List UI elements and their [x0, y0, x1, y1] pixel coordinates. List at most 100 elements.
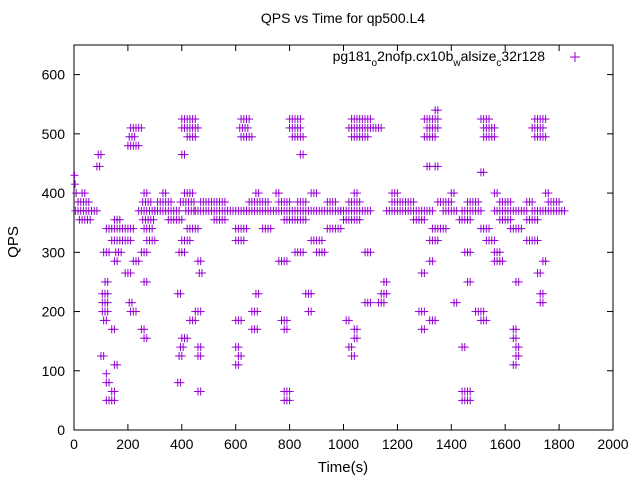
data-point: [555, 197, 564, 206]
y-tick-label: 500: [42, 126, 66, 142]
data-point: [479, 168, 488, 177]
data-point: [482, 316, 491, 325]
data-point: [177, 215, 186, 224]
x-tick-label: 1600: [490, 436, 521, 452]
data-point: [282, 325, 291, 334]
data-point: [239, 236, 248, 245]
data-point: [150, 236, 159, 245]
data-point: [95, 162, 104, 171]
data-point: [317, 236, 326, 245]
data-point: [441, 224, 450, 233]
data-point: [366, 206, 375, 215]
data-point: [307, 307, 316, 316]
data-point: [514, 277, 523, 286]
y-axis-title: QPS: [5, 226, 22, 258]
data-point: [514, 351, 523, 360]
data-point: [196, 387, 205, 396]
data-point: [137, 123, 146, 132]
data-point: [142, 277, 151, 286]
data-point: [103, 307, 112, 316]
data-point: [126, 269, 135, 278]
data-point: [80, 189, 89, 198]
data-point: [382, 289, 391, 298]
chart-title: QPS vs Time for qp500.L4: [261, 10, 425, 26]
x-tick-label: 800: [278, 436, 302, 452]
data-point: [428, 206, 437, 215]
data-point: [254, 189, 263, 198]
data-point: [234, 343, 243, 352]
data-point: [142, 248, 151, 257]
data-point: [189, 197, 198, 206]
data-point: [350, 351, 359, 360]
data-point: [363, 132, 372, 141]
data-point: [493, 189, 502, 198]
data-point: [245, 115, 254, 124]
data-point: [352, 189, 361, 198]
data-point: [498, 257, 507, 266]
data-point: [274, 189, 283, 198]
data-point: [99, 351, 108, 360]
x-tick-label: 1400: [436, 436, 467, 452]
data-point: [113, 360, 122, 369]
data-point: [541, 132, 550, 141]
data-point: [126, 236, 135, 245]
data-point: [431, 132, 440, 141]
data-point: [433, 123, 442, 132]
data-point: [176, 289, 185, 298]
data-point: [196, 351, 205, 360]
data-point: [366, 248, 375, 257]
data-point: [191, 115, 200, 124]
data-point: [113, 257, 122, 266]
data-point: [506, 197, 515, 206]
data-point: [541, 257, 550, 266]
data-point: [84, 197, 93, 206]
data-point: [433, 115, 442, 124]
data-point: [299, 150, 308, 159]
data-point: [282, 257, 291, 266]
data-point: [538, 298, 547, 307]
data-point: [242, 224, 251, 233]
data-point: [247, 132, 256, 141]
data-point: [409, 197, 418, 206]
data-point: [142, 334, 151, 343]
data-point: [336, 224, 345, 233]
data-point: [105, 378, 114, 387]
data-point: [355, 215, 364, 224]
data-point: [196, 343, 205, 352]
data-point: [142, 189, 151, 198]
data-point: [285, 396, 294, 405]
data-point: [452, 298, 461, 307]
data-point: [110, 396, 119, 405]
data-point: [433, 106, 442, 115]
data-point: [382, 277, 391, 286]
legend-series-label: pg181o2nofp.cx10bwalsizec32r128: [333, 48, 546, 69]
data-point: [191, 316, 200, 325]
data-point: [541, 115, 550, 124]
data-point: [96, 150, 105, 159]
data-point: [134, 257, 143, 266]
data-point: [92, 206, 101, 215]
data-point: [299, 248, 308, 257]
data-point: [185, 236, 194, 245]
x-tick-label: 600: [224, 436, 248, 452]
y-tick-label: 200: [42, 304, 66, 320]
data-point: [460, 343, 469, 352]
data-point: [103, 277, 112, 286]
data-point: [220, 215, 229, 224]
data-point: [331, 197, 340, 206]
data-point: [490, 236, 499, 245]
data-point: [234, 360, 243, 369]
data-point: [196, 257, 205, 266]
data-point: [560, 206, 569, 215]
x-tick-label: 1200: [382, 436, 413, 452]
data-point: [466, 248, 475, 257]
data-point: [301, 215, 310, 224]
data-point: [220, 197, 229, 206]
data-point: [140, 325, 149, 334]
data-point: [428, 257, 437, 266]
data-point: [102, 369, 111, 378]
data-point: [188, 189, 197, 198]
data-point: [366, 115, 375, 124]
data-point: [180, 248, 189, 257]
